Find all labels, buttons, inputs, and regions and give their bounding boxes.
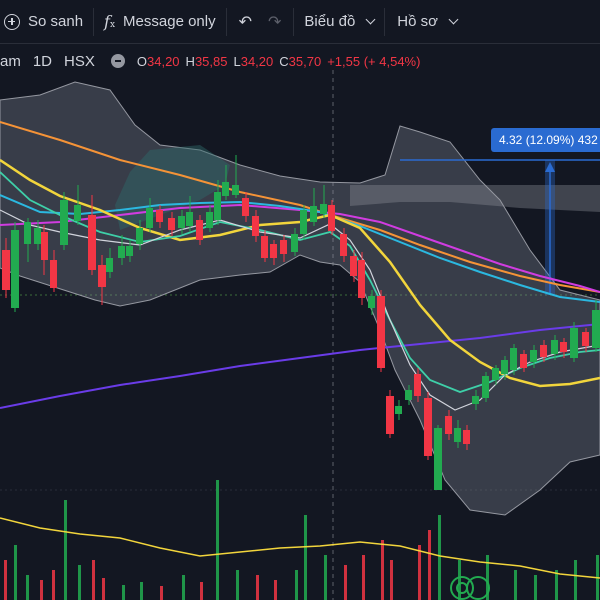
low-value: 34,20 <box>240 53 274 69</box>
function-icon: fx <box>104 12 116 31</box>
toolbar-divider <box>93 7 95 36</box>
symbol-legend: am 1D HSX O 34,20 H 35,85 L 34,20 C 35,7… <box>0 50 420 72</box>
grid-lines <box>0 70 600 600</box>
toolbar-divider <box>225 7 227 36</box>
close-key: C <box>279 53 289 69</box>
ma-purple-line <box>0 323 600 409</box>
change-value: +1,55 (+ 4,54%) <box>327 53 421 69</box>
price-chart[interactable] <box>0 44 600 600</box>
high-key: H <box>185 53 195 69</box>
chevron-down-icon <box>365 14 376 25</box>
open-value: 34,20 <box>147 53 180 69</box>
top-toolbar: So sanh fx Message only ↶ ↷ Biểu đồ Hồ s… <box>0 0 600 44</box>
measure-label: 4.32 (12.09%) 432 <box>491 128 600 152</box>
collapse-legend-icon[interactable] <box>110 54 125 68</box>
indicators-label: Message only <box>123 13 216 30</box>
redo-icon: ↷ <box>268 13 282 31</box>
compare-label: So sanh <box>28 13 84 30</box>
close-value: 35,70 <box>288 53 322 69</box>
ma-magenta-line <box>0 203 600 293</box>
undo-icon: ↶ <box>238 13 253 31</box>
chart-type-dropdown[interactable]: Biểu đồ <box>294 0 384 44</box>
symbol-name[interactable]: am <box>0 52 21 70</box>
redo-button[interactable]: ↷ <box>260 0 293 44</box>
indicators-button[interactable]: fx Message only <box>94 0 226 44</box>
gray-cloud <box>350 185 600 212</box>
exchange-label: HSX <box>64 52 95 70</box>
profile-label: Hồ sơ <box>397 13 438 30</box>
chart-type-label: Biểu đồ <box>304 13 356 30</box>
add-circle-icon <box>4 13 20 30</box>
low-key: L <box>233 53 241 69</box>
candlesticks <box>2 155 600 490</box>
compare-button[interactable]: So sanh <box>0 0 93 44</box>
ma-cyan-line <box>0 194 600 303</box>
undo-button[interactable]: ↶ <box>227 0 260 44</box>
interval-label[interactable]: 1D <box>32 52 53 70</box>
profile-dropdown[interactable]: Hồ sơ <box>385 0 467 44</box>
volume-ma-line <box>0 517 600 579</box>
chevron-down-icon <box>448 14 459 25</box>
toolbar-divider <box>293 7 295 36</box>
event-marker[interactable] <box>450 576 490 600</box>
measure-tool[interactable] <box>400 159 600 295</box>
ma-white-line <box>0 209 600 411</box>
open-key: O <box>136 53 147 69</box>
toolbar-divider <box>384 7 386 36</box>
high-value: 35,85 <box>194 53 228 69</box>
